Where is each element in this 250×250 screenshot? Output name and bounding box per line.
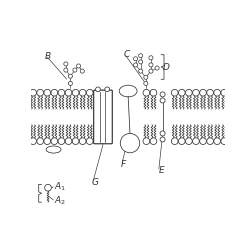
FancyBboxPatch shape [94, 90, 112, 144]
Text: D: D [163, 62, 170, 72]
Circle shape [149, 56, 153, 60]
Circle shape [144, 75, 148, 79]
Text: $A_2$: $A_2$ [54, 194, 66, 207]
Ellipse shape [46, 146, 61, 153]
Circle shape [80, 69, 84, 73]
Circle shape [144, 81, 148, 86]
Circle shape [149, 69, 153, 73]
Text: $A_1$: $A_1$ [54, 180, 66, 193]
Circle shape [120, 134, 140, 153]
Circle shape [76, 64, 80, 68]
Circle shape [139, 60, 143, 64]
Circle shape [160, 98, 165, 103]
Circle shape [160, 137, 165, 142]
Circle shape [139, 54, 143, 58]
Circle shape [64, 62, 68, 66]
Circle shape [160, 131, 165, 136]
Circle shape [73, 68, 77, 72]
Text: F: F [121, 160, 126, 169]
Circle shape [68, 81, 72, 86]
Text: G: G [92, 178, 99, 187]
Circle shape [149, 63, 153, 67]
Circle shape [139, 69, 143, 73]
Text: C: C [124, 50, 130, 59]
Text: E: E [159, 166, 164, 175]
Circle shape [96, 87, 100, 92]
Circle shape [64, 68, 68, 72]
Text: B: B [45, 52, 51, 61]
Circle shape [155, 66, 159, 70]
Circle shape [134, 57, 138, 61]
Circle shape [68, 74, 72, 78]
Circle shape [134, 63, 138, 67]
Circle shape [160, 92, 165, 97]
Ellipse shape [119, 85, 137, 97]
Circle shape [105, 87, 110, 92]
